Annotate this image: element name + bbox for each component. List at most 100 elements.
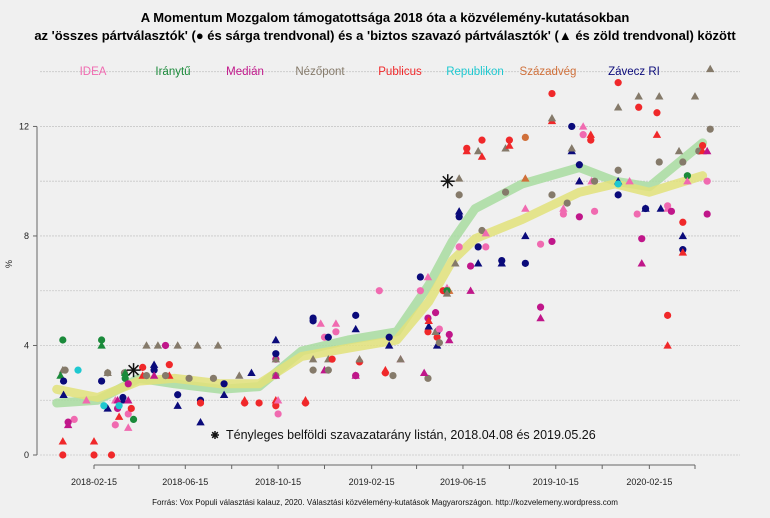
data-point-all-voters: [474, 243, 482, 251]
data-point-all-voters: [575, 213, 583, 221]
data-point-all-voters: [478, 136, 486, 144]
data-point-all-voters: [161, 371, 170, 380]
data-point-all-voters: [575, 161, 583, 169]
actual-result-star-icon: [440, 174, 455, 189]
data-point-all-voters: [272, 402, 280, 410]
data-point-sure-voters: [431, 327, 440, 335]
data-point-sure-voters: [521, 204, 530, 212]
data-point-sure-voters: [384, 341, 394, 349]
data-point-all-voters: [328, 355, 336, 363]
data-point-sure-voters: [442, 289, 452, 297]
data-point-all-voters: [653, 109, 661, 117]
data-point-sure-voters: [578, 122, 588, 130]
data-point-all-voters: [706, 125, 714, 133]
data-point-sure-voters: [559, 204, 568, 212]
data-point-all-voters: [559, 210, 567, 218]
data-point-sure-voters: [505, 141, 514, 149]
data-point-all-voters: [536, 240, 545, 248]
legend-item-2: Medián: [226, 66, 264, 78]
data-point-all-voters: [521, 259, 529, 267]
data-point-sure-voters: [351, 371, 360, 379]
data-point-all-voters: [209, 374, 218, 382]
data-point-sure-voters: [419, 368, 429, 377]
data-point-all-voters: [482, 243, 490, 251]
data-point-all-voters: [478, 226, 486, 235]
trend-lines: [52, 138, 708, 408]
legend-star-icon: [211, 431, 219, 439]
data-point-sure-voters: [142, 341, 151, 349]
data-point-sure-voters: [114, 412, 124, 420]
data-point-all-voters: [142, 371, 151, 380]
data-point-sure-voters: [351, 324, 360, 333]
x-tick-label: 2019-06-15: [440, 477, 486, 487]
data-point-all-voters: [389, 371, 397, 380]
data-point-all-voters: [161, 341, 170, 350]
data-point-all-voters: [352, 311, 360, 319]
x-tick-label: 2019-10-15: [533, 477, 579, 487]
data-point-sure-voters: [103, 404, 112, 412]
data-point-all-voters: [375, 287, 383, 295]
data-point-sure-voters: [213, 341, 223, 349]
data-point-all-voters: [579, 131, 587, 139]
x-tick-label: 2018-02-15: [71, 477, 117, 487]
data-point-sure-voters: [547, 114, 557, 122]
data-point-sure-voters: [473, 259, 483, 267]
legend-item-5: Republikon: [446, 66, 504, 78]
data-point-all-voters: [635, 103, 643, 111]
y-tick-label: 8: [24, 231, 29, 241]
data-point-all-voters: [568, 122, 576, 131]
data-point-all-voters: [655, 158, 663, 166]
data-point-sure-voters: [271, 354, 281, 363]
data-point-all-voters: [431, 309, 440, 317]
data-point-sure-voters: [153, 341, 163, 349]
data-point-sure-voters: [173, 401, 182, 409]
data-point-sure-voters: [575, 177, 584, 185]
data-point-all-voters: [139, 363, 147, 371]
data-point-sure-voters: [120, 368, 130, 377]
data-point-sure-voters: [103, 368, 112, 377]
data-point-all-voters: [590, 177, 599, 185]
data-point-sure-voters: [497, 259, 506, 267]
data-point-all-voters: [61, 366, 69, 374]
data-point-sure-voters: [424, 322, 433, 330]
data-point-sure-voters: [271, 371, 281, 379]
data-point-all-voters: [59, 451, 67, 459]
data-point-all-voters: [435, 325, 443, 333]
data-point-all-voters: [121, 374, 129, 382]
actual-results: Tényleges belföldi szavazatarány listán,…: [126, 174, 596, 442]
data-point-all-voters: [699, 142, 707, 150]
data-point-all-voters: [309, 317, 317, 325]
data-point-all-voters: [521, 133, 529, 141]
data-point-all-voters: [70, 415, 78, 424]
data-point-sure-voters: [521, 231, 530, 240]
data-point-sure-voters: [82, 396, 91, 404]
data-point-sure-voters: [656, 204, 665, 212]
data-point-all-voters: [255, 399, 263, 407]
data-point-sure-voters: [454, 207, 464, 215]
data-point-sure-voters: [445, 335, 454, 344]
data-point-all-voters: [679, 158, 687, 166]
data-point-all-voters: [703, 177, 711, 185]
data-point-all-voters: [185, 374, 193, 382]
data-point-sure-voters: [271, 335, 281, 344]
data-point-all-voters: [683, 172, 691, 180]
actual-result-star-icon: [126, 363, 141, 378]
axes: 0 4 8 12 2018-02-15 2018-06-15 2018-10-15 2019-…: [19, 121, 696, 487]
data-point-all-voters: [324, 366, 332, 374]
data-point-all-voters: [641, 204, 650, 213]
legend-item-1: Iránytű: [155, 66, 190, 78]
data-point-all-voters: [664, 311, 672, 319]
data-point-all-voters: [385, 333, 393, 341]
data-point-sure-voters: [355, 354, 364, 363]
data-point-all-voters: [463, 144, 471, 152]
data-point-sure-voters: [674, 146, 684, 155]
data-point-all-voters: [129, 415, 138, 424]
data-point-all-voters: [679, 218, 687, 226]
data-point-sure-voters: [567, 144, 576, 152]
data-point-sure-voters: [637, 259, 646, 267]
data-point-all-voters: [127, 404, 135, 413]
data-point-sure-voters: [219, 390, 229, 398]
y-tick-label: 0: [24, 450, 29, 460]
data-point-all-voters: [424, 328, 432, 336]
